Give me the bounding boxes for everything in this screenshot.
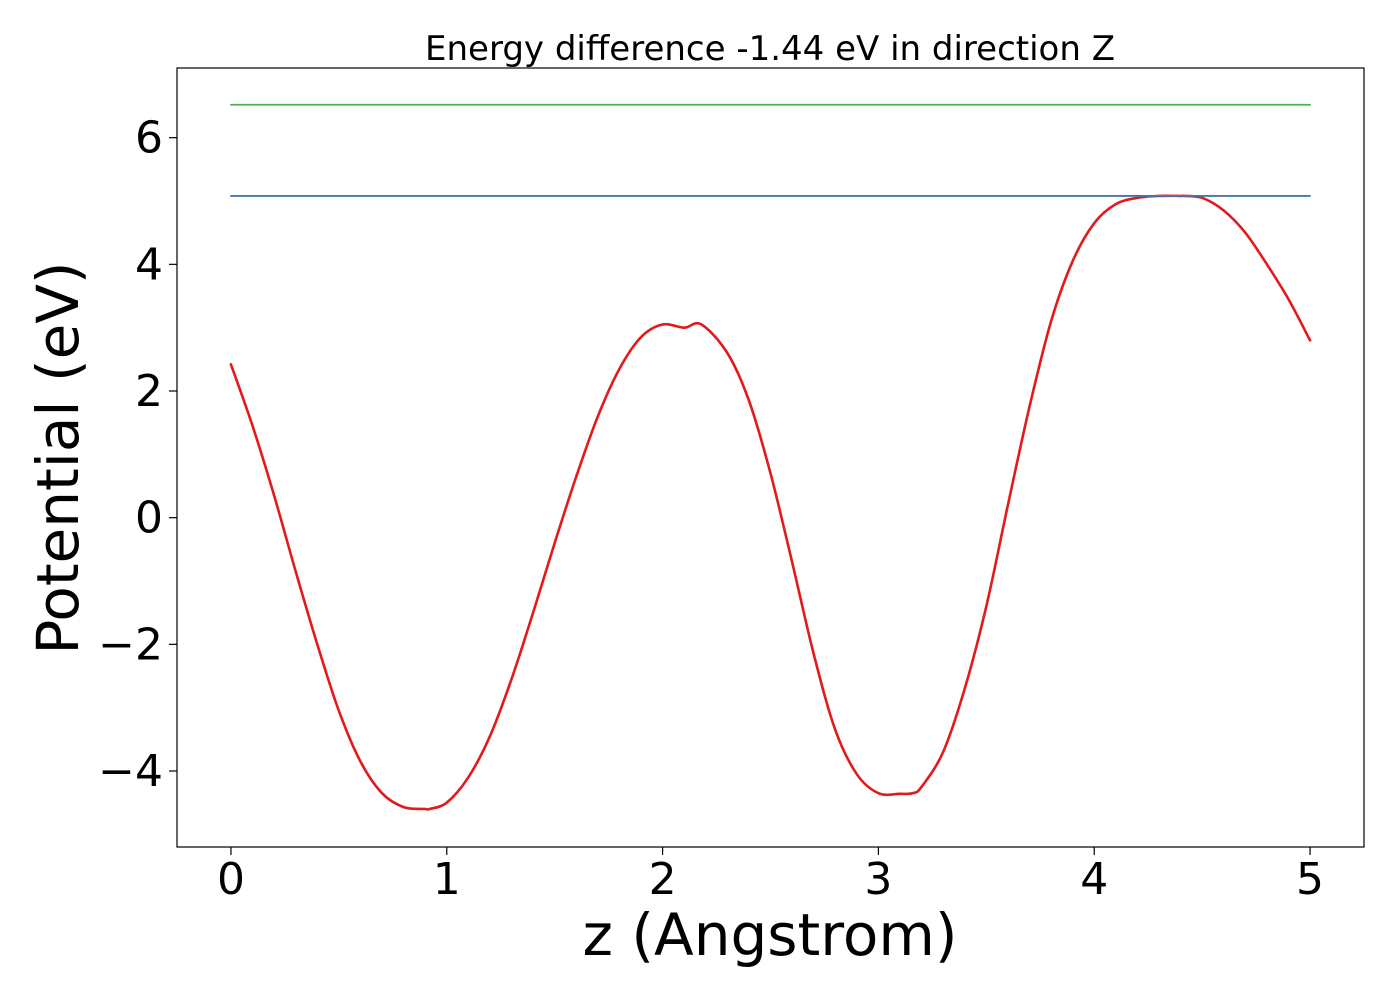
series-line-1 [229, 194, 1312, 811]
x-tick-label: 3 [864, 854, 892, 905]
plot-area [176, 67, 1365, 848]
y-tick-label: 4 [135, 239, 163, 290]
y-axis: −4 −2 0 2 4 6 [98, 113, 177, 797]
y-axis-label: Potential (eV) [24, 261, 92, 654]
x-axis-label: z (Angstrom) [583, 901, 958, 969]
y-tick-label: 2 [135, 366, 163, 417]
y-tick-label: −4 [98, 746, 163, 797]
x-tick-label: 2 [649, 854, 677, 905]
plot-frame [176, 67, 1365, 848]
x-tick-label: 4 [1080, 854, 1108, 905]
y-tick-label: −2 [98, 619, 163, 670]
x-tick-label: 1 [433, 854, 461, 905]
x-tick-label: 5 [1296, 854, 1324, 905]
x-axis: 0 1 2 3 4 5 [217, 847, 1324, 905]
y-tick-label: 0 [135, 493, 163, 544]
y-tick-label: 6 [135, 113, 163, 164]
series-layer [229, 103, 1312, 811]
x-tick-label: 0 [217, 854, 245, 905]
chart-title: Energy difference -1.44 eV in direction … [425, 29, 1115, 69]
